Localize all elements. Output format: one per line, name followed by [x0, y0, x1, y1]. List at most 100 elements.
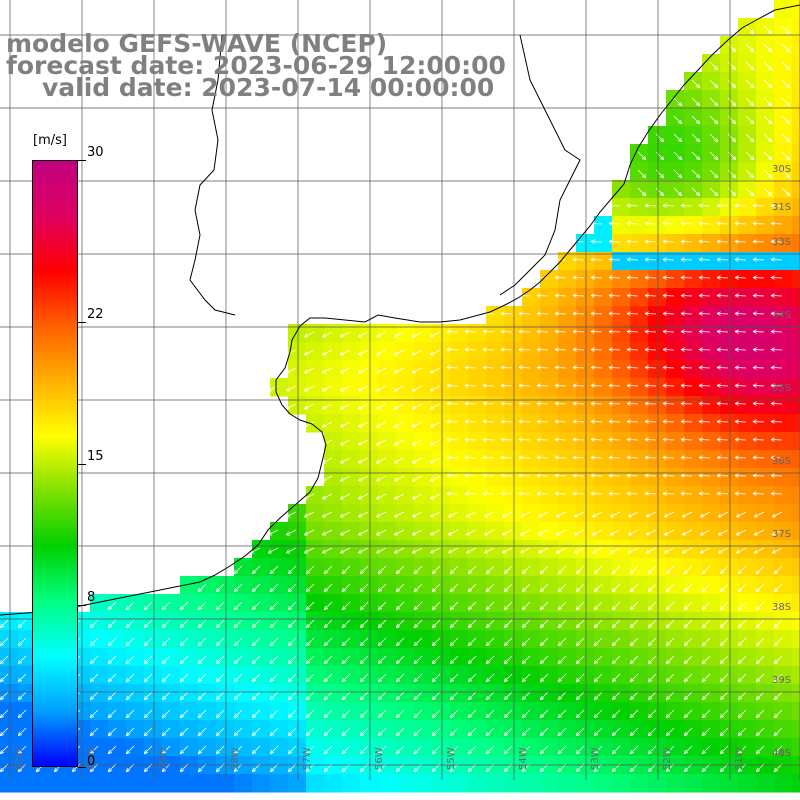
wind-speed-cell [396, 378, 415, 397]
wind-arrow [377, 601, 387, 611]
wind-arrow [518, 311, 531, 316]
wind-arrow [431, 583, 441, 593]
wind-arrow [305, 583, 315, 593]
wind-arrow [17, 637, 27, 647]
wind-speed-cell [702, 324, 721, 343]
wind-speed-cell [738, 198, 757, 217]
wind-speed-cell [702, 486, 721, 505]
wind-arrow [590, 329, 603, 334]
wind-speed-cell [306, 630, 325, 649]
wind-arrow [323, 601, 333, 611]
wind-speed-cell [360, 738, 379, 757]
wind-speed-cell [504, 486, 523, 505]
wind-arrow [701, 619, 711, 629]
wind-speed-cell [576, 432, 595, 451]
wind-arrow [393, 529, 405, 536]
wind-arrow [464, 473, 477, 478]
wind-speed-cell [450, 648, 469, 667]
wind-speed-cell [342, 594, 361, 613]
wind-arrow [698, 221, 711, 226]
wind-arrow [626, 401, 639, 406]
wind-arrow [655, 169, 665, 179]
wind-arrow [482, 401, 495, 406]
wind-speed-cell [486, 558, 505, 577]
wind-arrow [647, 637, 657, 647]
wind-speed-cell [450, 774, 469, 793]
wind-speed-cell [396, 360, 415, 379]
wind-arrow [655, 133, 665, 143]
wind-speed-cell [432, 450, 451, 469]
wind-speed-cell [558, 558, 577, 577]
wind-arrow [305, 655, 315, 665]
wind-arrow [485, 691, 495, 701]
wind-arrow [375, 331, 387, 338]
wind-arrow [431, 745, 441, 755]
wind-speed-cell [522, 306, 541, 325]
longitude-label: 57W [302, 747, 313, 770]
wind-arrow [575, 583, 585, 593]
wind-speed-cell [18, 720, 37, 739]
wind-arrow [680, 221, 693, 226]
wind-arrow [482, 455, 495, 460]
wind-speed-cell [684, 198, 703, 217]
wind-speed-cell [522, 630, 541, 649]
wind-speed-cell [612, 216, 631, 235]
wind-arrow [644, 203, 657, 208]
wind-arrow [411, 511, 423, 518]
wind-speed-cell [0, 630, 19, 649]
wind-speed-cell [432, 540, 451, 559]
wind-speed-cell [792, 288, 800, 307]
wind-speed-cell [144, 594, 163, 613]
wind-arrow [215, 727, 225, 737]
colorbar [32, 160, 78, 767]
wind-speed-cell [396, 558, 415, 577]
wind-speed-cell [360, 630, 379, 649]
wind-arrow [500, 311, 513, 316]
wind-speed-cell [396, 540, 415, 559]
wind-speed-cell [720, 504, 739, 523]
wind-arrow [608, 437, 621, 442]
wind-speed-cell [486, 306, 505, 325]
wind-speed-cell [648, 774, 667, 793]
wind-arrow [575, 565, 585, 575]
wind-speed-cell [792, 414, 800, 433]
wind-arrow [446, 491, 459, 496]
wind-arrow [763, 169, 773, 179]
wind-arrow [519, 529, 531, 536]
wind-arrow [753, 529, 765, 536]
wind-arrow [683, 637, 693, 647]
wind-speed-cell [306, 684, 325, 703]
wind-arrow [773, 745, 783, 755]
wind-arrow [755, 583, 765, 593]
wind-arrow [590, 347, 603, 352]
wind-speed-cell [414, 720, 433, 739]
wind-arrow [393, 349, 405, 356]
wind-arrow [501, 529, 513, 536]
wind-arrow [665, 583, 675, 593]
wind-arrow [629, 673, 639, 683]
wind-arrow [215, 601, 225, 611]
wind-arrow [734, 329, 747, 334]
wind-speed-cell [666, 324, 685, 343]
wind-speed-cell [324, 432, 343, 451]
wind-arrow [233, 673, 243, 683]
wind-arrow [303, 421, 315, 428]
wind-speed-cell [684, 648, 703, 667]
wind-speed-cell [432, 576, 451, 595]
wind-speed-cell [576, 684, 595, 703]
wind-arrow [745, 115, 755, 125]
wind-speed-cell [378, 684, 397, 703]
wind-arrow [626, 221, 639, 226]
wind-speed-cell [792, 720, 800, 739]
wind-arrow [161, 745, 171, 755]
wind-speed-cell [558, 540, 577, 559]
wind-speed-cell [702, 378, 721, 397]
wind-arrow [431, 565, 441, 575]
wind-speed-cell [702, 396, 721, 415]
wind-arrow [467, 727, 477, 737]
wind-speed-cell [378, 738, 397, 757]
wind-arrow [341, 727, 351, 737]
wind-speed-cell [540, 432, 559, 451]
wind-arrow [626, 437, 639, 442]
wind-speed-cell [486, 360, 505, 379]
